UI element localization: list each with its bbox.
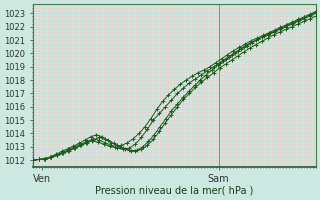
X-axis label: Pression niveau de la mer( hPa ): Pression niveau de la mer( hPa ) (95, 186, 253, 196)
